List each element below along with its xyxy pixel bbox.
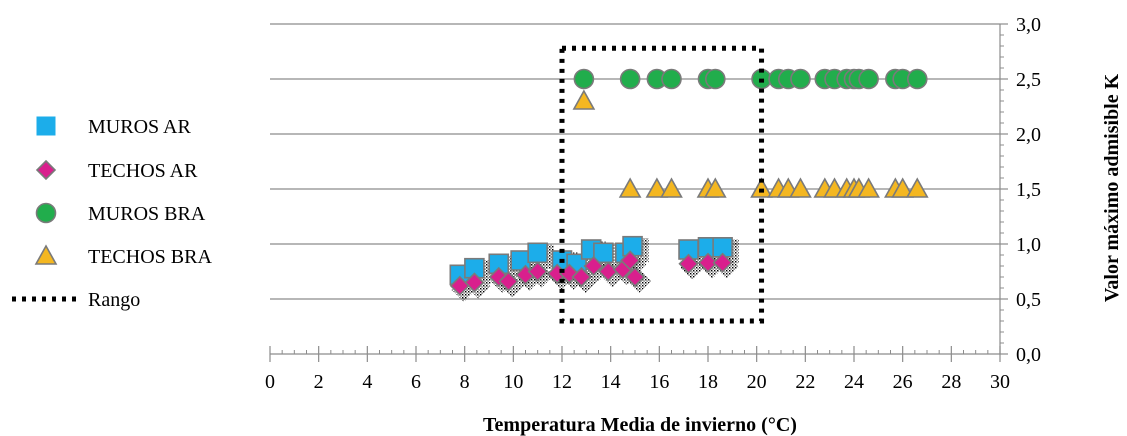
techos-ar-point — [620, 250, 641, 271]
techos-bra-point — [618, 177, 642, 198]
muros-bra-point — [573, 68, 595, 90]
muros-ar-point — [593, 242, 614, 264]
x-tick-label: 22 — [795, 371, 815, 393]
legend-marker-techos-ar — [35, 159, 57, 181]
muros-bra-point — [619, 68, 641, 90]
x-tick-label: 2 — [314, 371, 324, 393]
legend-label-rango: Rango — [88, 289, 140, 311]
techos-bra-point — [905, 177, 929, 198]
x-tick-label: 12 — [552, 371, 572, 393]
x-tick-label: 0 — [265, 371, 275, 393]
techos-bra-point — [703, 177, 727, 198]
muros-bra-point — [858, 68, 879, 90]
y-axis-title: Valor máximo admisible K — [1101, 73, 1123, 302]
legend-label-techos-bra: TECHOS BRA — [88, 246, 212, 268]
techos-ar-point — [571, 266, 592, 288]
techos-bra-point — [572, 89, 596, 110]
x-tick-label: 20 — [747, 371, 767, 393]
techos-bra-point — [660, 177, 683, 198]
y-tick-label: 2,5 — [1016, 69, 1041, 91]
techos-ar-point — [583, 255, 604, 277]
y-tick-label: 1,5 — [1016, 179, 1041, 201]
techos-ar-point — [678, 253, 699, 274]
range-box — [559, 45, 765, 324]
legend-label-techos-ar: TECHOS AR — [88, 160, 198, 182]
techos-ar-point — [624, 266, 646, 288]
y-tick-label: 1,0 — [1016, 234, 1041, 256]
techos-bra-point — [789, 177, 812, 198]
techos-ar-point — [712, 252, 733, 273]
techos-bra-point — [857, 177, 880, 198]
x-tick-label: 18 — [698, 371, 718, 393]
axes: 0 2 4 6 8 10 12 14 16 18 20 22 24 26 28 300,00,51,01,52… — [265, 14, 1041, 393]
legend-marker-muros-bra — [35, 202, 57, 224]
x-tick-label: 16 — [649, 371, 669, 393]
muros-ar-point — [527, 242, 548, 264]
x-tick-label: 30 — [990, 371, 1010, 393]
x-tick-label: 24 — [844, 371, 864, 393]
x-tick-label: 14 — [601, 371, 621, 393]
muros-bra-point — [790, 68, 811, 90]
techos-ar-point — [527, 261, 548, 282]
y-tick-label: 2,0 — [1016, 124, 1041, 146]
legend-label-muros-bra: MUROS BRA — [88, 203, 206, 225]
data-points — [449, 68, 929, 296]
techos-bra-point — [645, 177, 669, 198]
y-tick-label: 3,0 — [1016, 14, 1041, 36]
muros-bra-point — [906, 68, 928, 90]
techos-ar-point — [498, 271, 519, 292]
x-tick-label: 6 — [411, 371, 421, 393]
axis-labels: Temperatura Media de invierno (°C) Valor… — [483, 73, 1123, 436]
techos-ar-point — [697, 252, 719, 273]
muros-bra-point — [704, 68, 726, 90]
y-tick-label: 0,5 — [1016, 289, 1041, 311]
x-tick-label: 10 — [503, 371, 523, 393]
legend-marker-techos-bra — [34, 244, 58, 265]
x-axis-title: Temperatura Media de invierno (°C) — [483, 414, 797, 436]
x-tick-label: 28 — [941, 371, 961, 393]
legend: MUROS AR TECHOS AR MUROS BRA TECHOS BRA Rang… — [12, 116, 212, 311]
muros-bra-point — [661, 68, 682, 90]
techos-bra-point — [891, 177, 915, 198]
x-tick-label: 26 — [893, 371, 913, 393]
y-tick-label: 0,0 — [1016, 344, 1041, 366]
x-tick-label: 8 — [460, 371, 470, 393]
techos-ar-point — [464, 272, 485, 293]
legend-label-muros-ar: MUROS AR — [88, 116, 191, 138]
techos-bra-point — [750, 177, 773, 198]
range-box-outline — [559, 45, 765, 324]
x-tick-label: 4 — [362, 371, 372, 393]
legend-marker-muros-ar — [36, 116, 56, 136]
